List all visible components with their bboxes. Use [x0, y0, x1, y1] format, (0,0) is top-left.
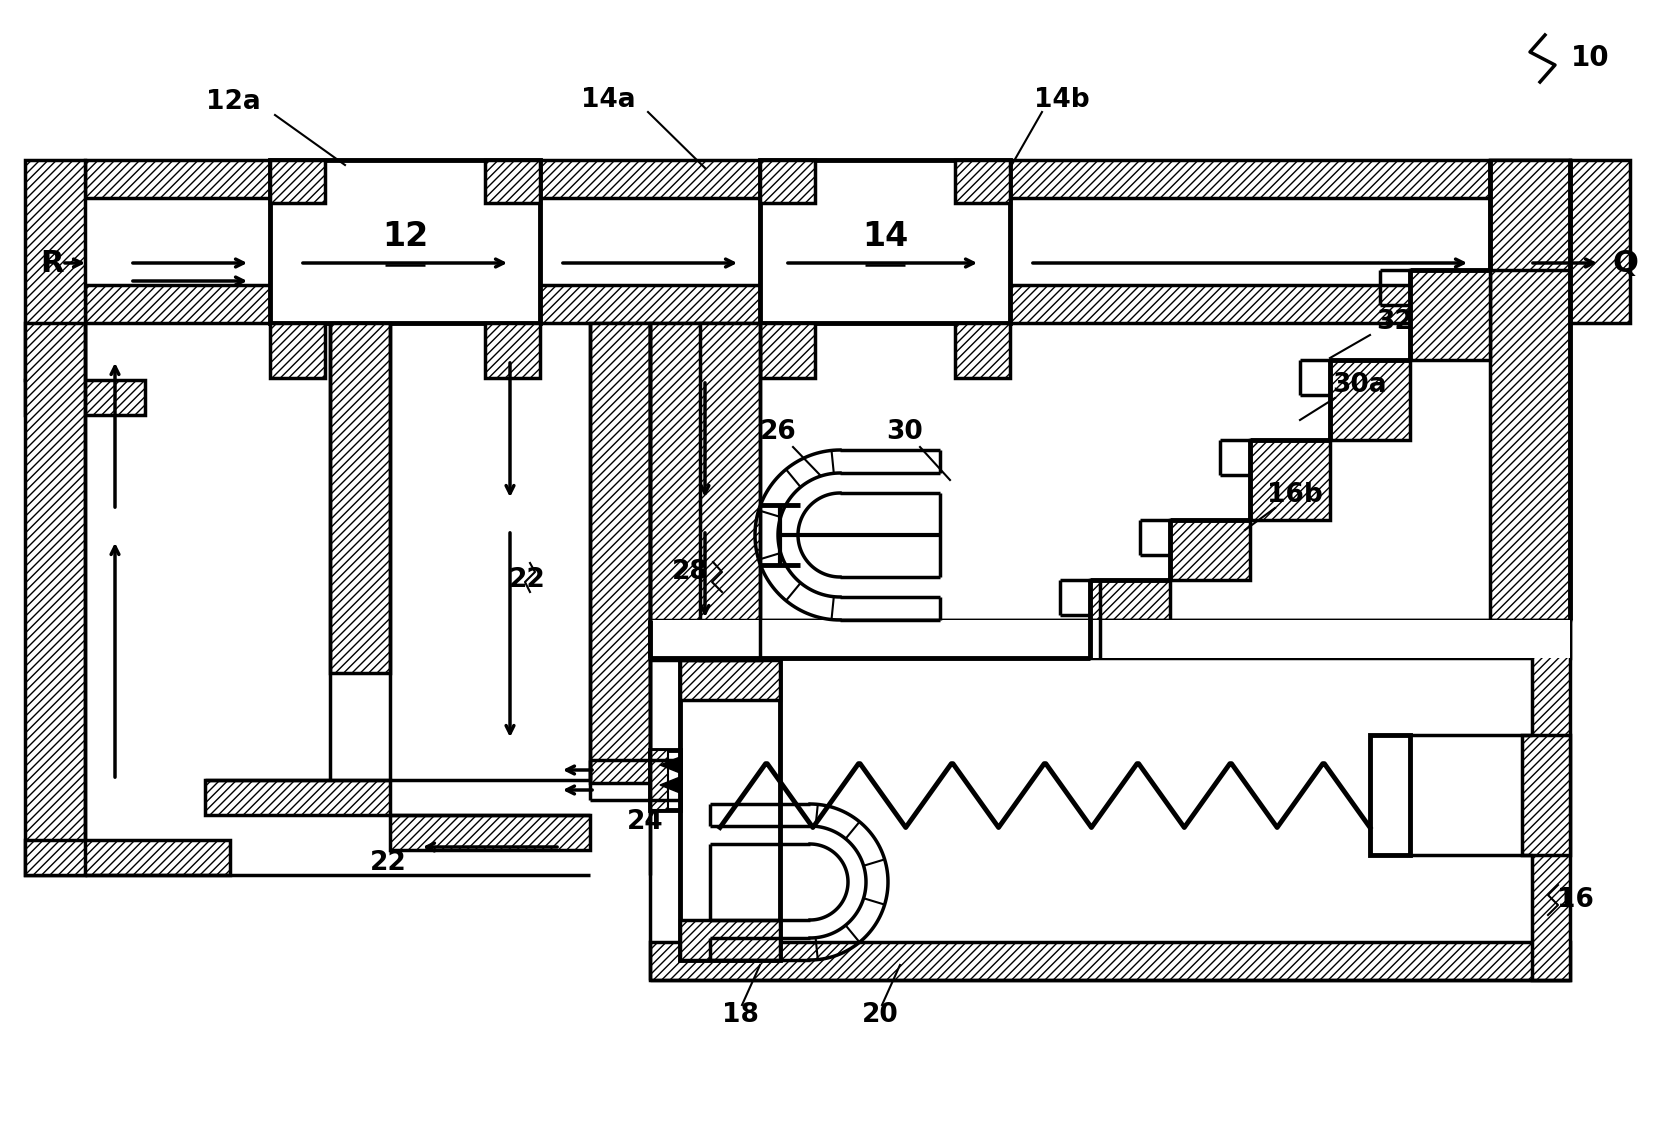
Text: 18: 18 — [722, 1002, 759, 1028]
Polygon shape — [660, 777, 680, 793]
Bar — [650, 942, 1570, 980]
Bar — [485, 160, 541, 203]
Bar — [1249, 440, 1330, 520]
Bar — [270, 323, 326, 378]
Bar — [1090, 580, 1170, 620]
Bar — [25, 160, 86, 380]
Text: 16: 16 — [1556, 887, 1593, 913]
Bar — [1170, 520, 1249, 580]
Text: 22: 22 — [369, 850, 406, 876]
Text: 26: 26 — [759, 419, 796, 445]
Text: Q: Q — [1612, 248, 1639, 277]
Bar — [955, 323, 1011, 378]
Bar — [205, 780, 390, 815]
Bar — [650, 749, 680, 810]
Bar — [25, 840, 230, 875]
Text: 16b: 16b — [1268, 482, 1323, 508]
Bar — [650, 323, 710, 660]
Text: 12a: 12a — [205, 89, 260, 115]
Bar — [1521, 735, 1570, 855]
Bar — [761, 160, 814, 203]
Bar — [1370, 735, 1410, 855]
Bar — [485, 323, 541, 378]
Bar — [700, 323, 761, 660]
Text: 24: 24 — [626, 809, 663, 835]
Polygon shape — [660, 757, 680, 773]
Text: 22: 22 — [509, 567, 546, 593]
Bar — [86, 160, 1570, 198]
Bar — [25, 323, 86, 875]
Bar — [761, 323, 814, 378]
Bar — [761, 160, 1011, 323]
Text: R: R — [40, 248, 64, 277]
Text: 30a: 30a — [1333, 372, 1387, 398]
Bar — [1489, 160, 1570, 270]
Bar — [650, 620, 1570, 658]
Bar — [650, 620, 1570, 658]
Bar — [270, 160, 326, 203]
Text: 14: 14 — [861, 221, 908, 254]
Bar — [680, 660, 781, 700]
Bar — [270, 160, 541, 323]
Bar — [1489, 160, 1570, 620]
Text: 32: 32 — [1377, 309, 1414, 335]
Text: 14b: 14b — [1034, 87, 1090, 113]
Bar — [331, 323, 390, 673]
Bar — [86, 285, 1570, 323]
Text: 28: 28 — [672, 559, 709, 585]
Bar — [650, 749, 668, 810]
Bar — [589, 323, 650, 783]
Bar — [1410, 270, 1489, 360]
Bar — [390, 815, 589, 850]
Bar — [955, 160, 1011, 203]
Text: 30: 30 — [887, 419, 923, 445]
Text: 10: 10 — [1570, 44, 1608, 72]
Bar — [1330, 360, 1410, 440]
Text: 20: 20 — [861, 1002, 898, 1028]
Bar — [25, 380, 144, 415]
Bar — [680, 660, 781, 960]
Text: 12: 12 — [381, 221, 428, 254]
Bar — [680, 920, 781, 960]
Bar — [1570, 160, 1630, 323]
Bar — [1531, 620, 1570, 980]
Text: 14a: 14a — [581, 87, 635, 113]
